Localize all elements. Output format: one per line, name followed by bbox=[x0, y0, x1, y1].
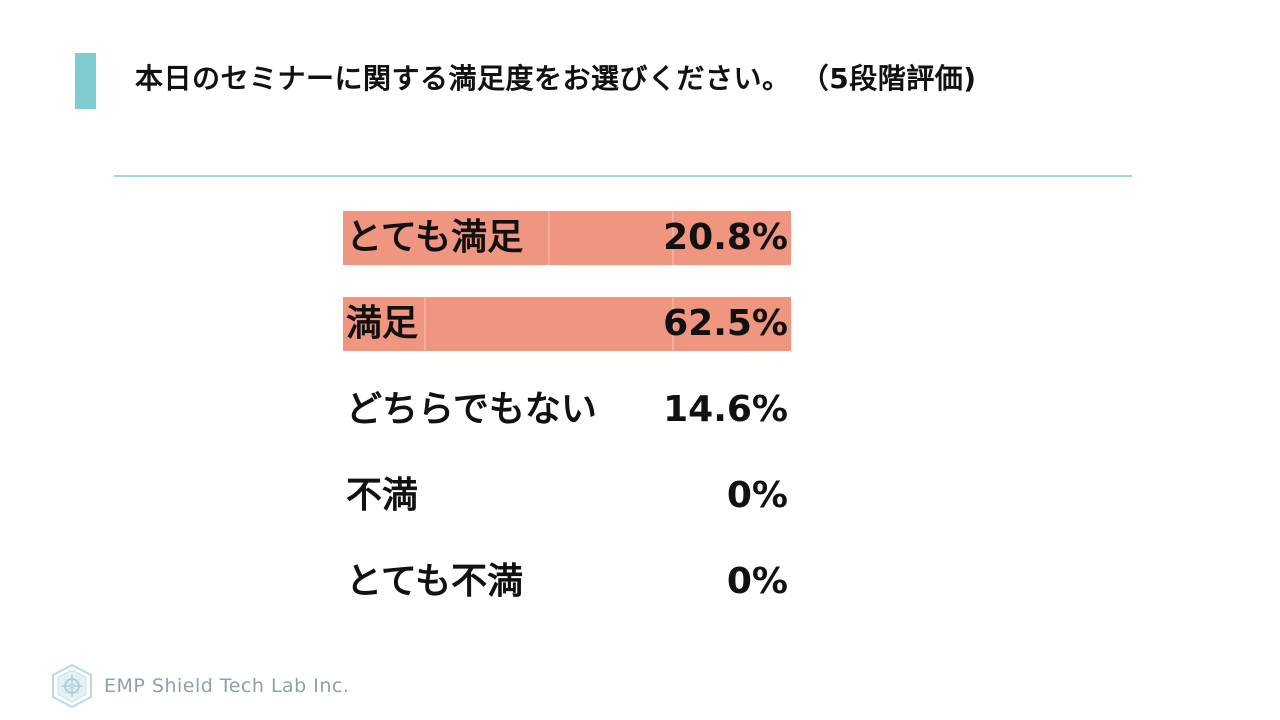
result-value: 0% bbox=[726, 475, 788, 516]
slide-title: 本日のセミナーに関する満足度をお選びください。 （5段階評価) bbox=[135, 62, 977, 95]
title-accent-bar bbox=[75, 53, 96, 109]
result-row-dissatisfied: 不満 0% bbox=[343, 469, 791, 523]
result-label: とても不満 bbox=[346, 561, 524, 602]
shield-logo-icon bbox=[52, 663, 92, 709]
result-value: 20.8% bbox=[663, 217, 788, 258]
cell-separator bbox=[424, 297, 426, 351]
result-row-satisfied: 満足 62.5% bbox=[343, 297, 791, 351]
result-row-very-satisfied: とても満足 20.8% bbox=[343, 211, 791, 265]
result-label: とても満足 bbox=[346, 217, 524, 258]
result-row-neutral: どちらでもない 14.6% bbox=[343, 383, 791, 437]
result-row-very-dissatisfied: とても不満 0% bbox=[343, 555, 791, 609]
company-name: EMP Shield Tech Lab Inc. bbox=[104, 675, 350, 697]
satisfaction-results: とても満足 20.8% 満足 62.5% どちらでもない 14.6% 不満 0%… bbox=[343, 211, 791, 641]
result-value: 14.6% bbox=[663, 389, 788, 430]
footer: EMP Shield Tech Lab Inc. bbox=[50, 663, 349, 709]
result-value: 0% bbox=[726, 561, 788, 602]
result-label: 満足 bbox=[346, 303, 419, 344]
cell-separator bbox=[672, 211, 674, 265]
cell-separator bbox=[548, 211, 550, 265]
title-divider bbox=[114, 175, 1132, 177]
result-label: 不満 bbox=[346, 475, 419, 516]
cell-separator bbox=[672, 297, 674, 351]
result-value: 62.5% bbox=[663, 303, 788, 344]
result-label: どちらでもない bbox=[346, 389, 597, 430]
